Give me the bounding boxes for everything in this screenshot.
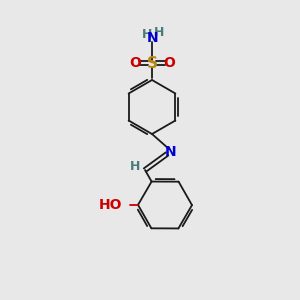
Text: N: N xyxy=(165,145,177,159)
Text: H: H xyxy=(154,26,164,38)
Text: H: H xyxy=(142,28,152,40)
Text: N: N xyxy=(147,31,159,45)
Text: S: S xyxy=(146,56,158,70)
Text: O: O xyxy=(129,56,141,70)
Text: O: O xyxy=(163,56,175,70)
Text: H: H xyxy=(130,160,140,173)
Text: HO: HO xyxy=(98,198,122,212)
